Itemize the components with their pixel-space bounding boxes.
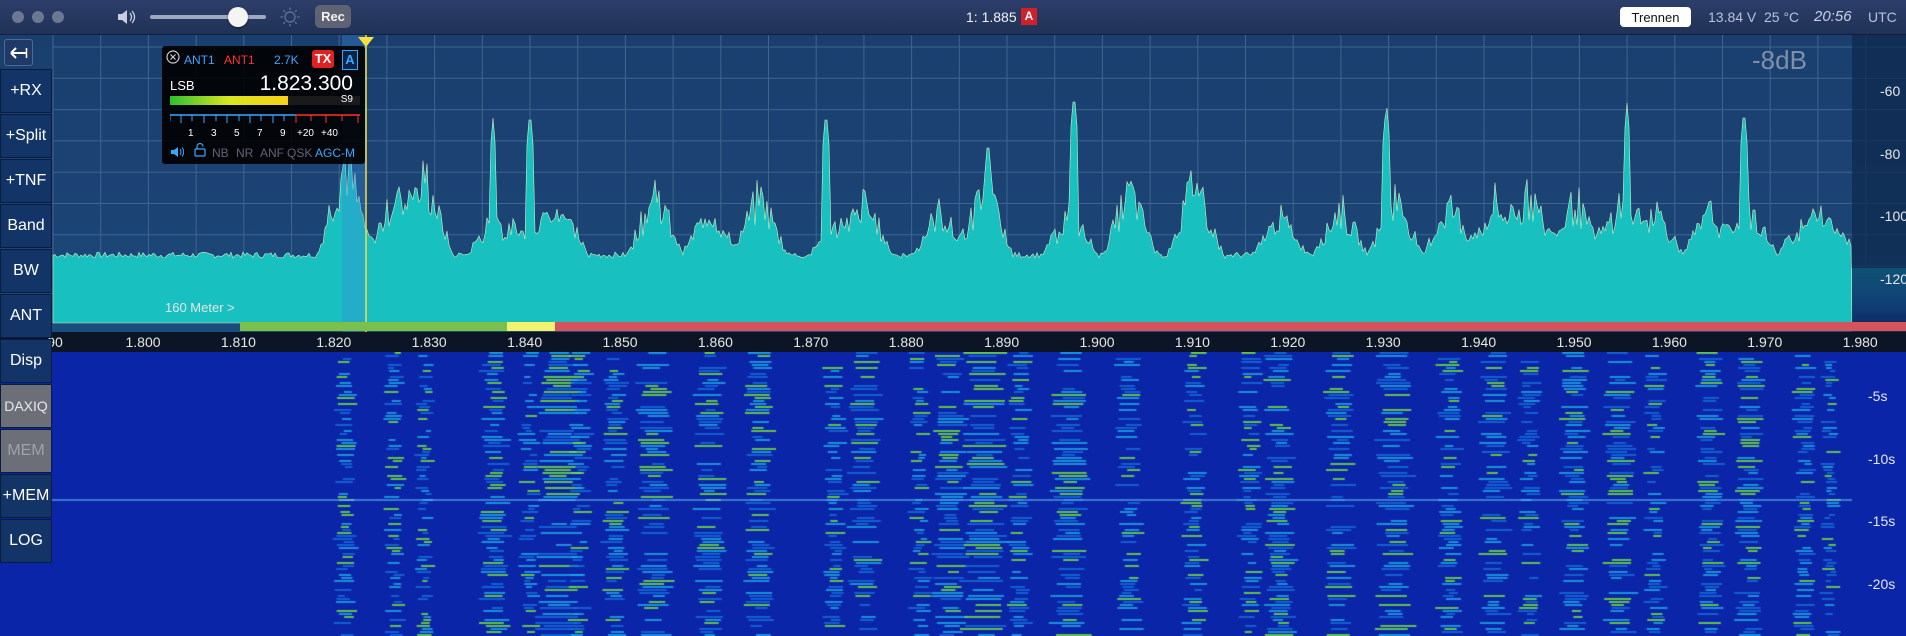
band-button[interactable]: Band	[0, 204, 52, 248]
frequency-label: 1.810	[220, 334, 256, 350]
band-label[interactable]: 160 Meter >	[165, 300, 235, 315]
speaker-icon[interactable]	[116, 8, 136, 26]
slice-marker-triangle	[358, 37, 374, 47]
rec-button[interactable]: Rec	[315, 5, 351, 28]
back-arrow-icon	[9, 46, 27, 59]
volume-slider[interactable]	[150, 15, 266, 19]
daxiq-button[interactable]: DAXIQ	[0, 384, 52, 428]
waterfall-display[interactable]	[0, 352, 1906, 636]
rx-antenna-selector[interactable]: ANT1	[184, 53, 215, 67]
band-plan-strip	[240, 322, 1906, 331]
back-button[interactable]	[4, 39, 33, 66]
add-tnf-button[interactable]: +TNF	[0, 159, 52, 203]
timezone-label: UTC	[1868, 9, 1897, 25]
active-slice-badge[interactable]: A	[1021, 8, 1037, 25]
frequency-label: 1.840	[507, 334, 543, 350]
qsk-toggle[interactable]: QSK	[287, 146, 313, 160]
waterfall-time-label: -15s	[1868, 513, 1896, 529]
voltage-readout: 13.84 V	[1708, 9, 1757, 25]
temperature-readout: 25 °C	[1764, 9, 1800, 25]
clock: 20:56	[1814, 8, 1852, 25]
frequency-label: 1.850	[602, 334, 638, 350]
frequency-label: 1.910	[1174, 334, 1210, 350]
add-memory-button[interactable]: +MEM	[0, 474, 52, 518]
s-scale-label: 3	[211, 128, 217, 139]
anf-toggle[interactable]: ANF	[260, 146, 284, 160]
spectrum-trace	[52, 101, 1853, 324]
left-toolbar: +RX +Split +TNF Band BW ANT Disp DAXIQ M…	[0, 35, 53, 563]
s-meter-scale	[170, 114, 360, 123]
close-window-button[interactable]	[12, 11, 24, 23]
waterfall[interactable]: -5s -10s -15s -20s	[0, 352, 1906, 636]
audio-icon[interactable]	[170, 146, 184, 158]
antenna-button[interactable]: ANT	[0, 294, 52, 338]
frequency-label: 1.970	[1747, 334, 1783, 350]
band-plan-yellow	[507, 322, 555, 331]
slice-letter-badge[interactable]: A	[342, 50, 358, 70]
s-meter	[170, 96, 360, 105]
title-bar: Rec 1: 1.885 A Trennen 13.84 V 25 °C 20:…	[0, 0, 1906, 35]
s-meter-reading: S9	[340, 94, 353, 105]
spectrum-display[interactable]	[0, 35, 1906, 352]
frequency-label: 1.820	[316, 334, 352, 350]
bandwidth-button[interactable]: BW	[0, 249, 52, 293]
s-scale-label: 1	[188, 128, 194, 139]
frequency-label: 1.940	[1461, 334, 1497, 350]
volume-slider-knob[interactable]	[228, 7, 249, 27]
frequency-label: 1.870	[793, 334, 829, 350]
frequency-label: 1.890	[984, 334, 1020, 350]
s-scale-label: 7	[257, 128, 263, 139]
brightness-icon[interactable]	[280, 7, 300, 27]
zoom-window-button[interactable]	[52, 11, 64, 23]
disconnect-button[interactable]: Trennen	[1620, 7, 1691, 27]
tx-antenna-selector[interactable]: ANT1	[224, 53, 255, 67]
frequency-label: 1.930	[1365, 334, 1401, 350]
slice-flag[interactable]: ANT1 ANT1 2.7K TX A LSB 1.823.300 S9 1 3…	[162, 46, 365, 164]
db-scale-label: -120	[1880, 271, 1906, 287]
tx-button[interactable]: TX	[312, 50, 334, 68]
close-slice-icon[interactable]	[166, 50, 180, 64]
frequency-label: 1.830	[411, 334, 447, 350]
frequency-label: 1.980	[1842, 334, 1878, 350]
s-scale-label: +20	[297, 128, 314, 139]
frequency-label: 1.880	[888, 334, 924, 350]
db-scale-label: -60	[1880, 83, 1901, 99]
mode-selector[interactable]: LSB	[170, 78, 195, 93]
waterfall-time-label: -5s	[1868, 388, 1888, 404]
frequency-label: 1.800	[125, 334, 161, 350]
s-meter-fill	[170, 96, 288, 105]
minimize-window-button[interactable]	[32, 11, 44, 23]
agc-mode[interactable]: AGC-M	[315, 146, 355, 160]
s-scale-label: 9	[280, 128, 286, 139]
filter-width[interactable]: 2.7K	[274, 53, 299, 67]
nb-toggle[interactable]: NB	[212, 146, 229, 160]
db-scale-label: -80	[1880, 146, 1901, 162]
unlock-icon[interactable]	[194, 143, 206, 157]
slice-frequency[interactable]: 1.823.300	[259, 72, 353, 95]
memory-button[interactable]: MEM	[0, 429, 52, 473]
add-rx-button[interactable]: +RX	[0, 69, 52, 113]
display-button[interactable]: Disp	[0, 339, 52, 383]
db-level-readout[interactable]: -8dB	[1752, 45, 1807, 75]
nr-toggle[interactable]: NR	[236, 146, 254, 160]
log-button[interactable]: LOG	[0, 519, 52, 563]
frequency-label: 1.950	[1556, 334, 1592, 350]
add-split-button[interactable]: +Split	[0, 114, 52, 158]
band-plan-red	[555, 322, 1906, 331]
active-slice-frequency: 1: 1.885	[966, 9, 1017, 25]
waterfall-time-label: -10s	[1868, 451, 1896, 467]
s-scale-label: +40	[321, 128, 338, 139]
band-plan-green	[240, 322, 507, 331]
frequency-label: 1.920	[1270, 334, 1306, 350]
db-scale-label: -100	[1880, 208, 1906, 224]
waterfall-time-label: -20s	[1868, 576, 1896, 592]
frequency-label: 1.960	[1651, 334, 1687, 350]
frequency-axis[interactable]: 90 1.800 1.810 1.820 1.830 1.840 1.850 1.860 1.…	[0, 332, 1906, 352]
frequency-label: 1.900	[1079, 334, 1115, 350]
s-scale-label: 5	[234, 128, 240, 139]
frequency-label: 1.860	[697, 334, 733, 350]
